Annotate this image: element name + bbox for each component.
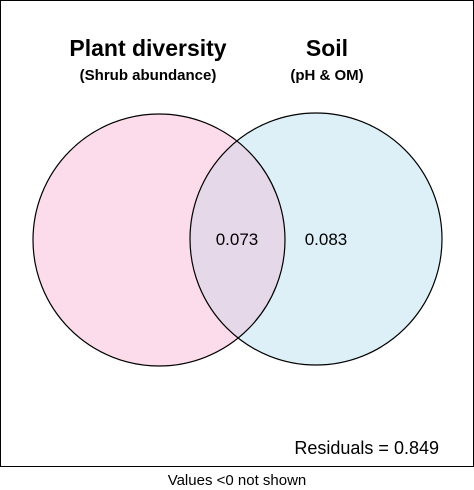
plant-diversity-circle-outline [32, 113, 286, 367]
soil-unique-value: 0.083 [305, 230, 348, 249]
soil-circle-outline [189, 112, 443, 366]
plant-diversity-title: Plant diversity [69, 35, 226, 61]
residuals-label: Residuals = 0.849 [294, 438, 439, 458]
soil-subtitle: (pH & OM) [290, 67, 363, 84]
intersection-region [190, 114, 285, 365]
intersection-value: 0.073 [216, 230, 259, 249]
plant-diversity-subtitle: (Shrub abundance) [80, 67, 217, 84]
footer-note: Values <0 not shown [168, 472, 307, 489]
soil-title: Soil [306, 35, 348, 61]
